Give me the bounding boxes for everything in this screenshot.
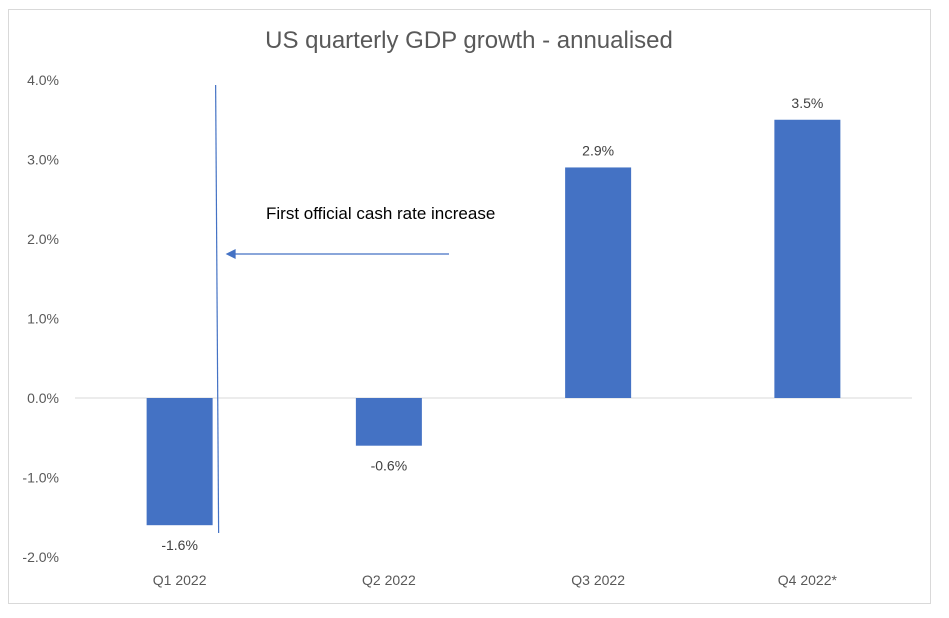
bar bbox=[565, 167, 632, 398]
x-tick-label: Q3 2022 bbox=[571, 572, 625, 588]
annotation-arrow-head bbox=[225, 249, 236, 259]
y-tick-label: 4.0% bbox=[27, 72, 59, 88]
x-axis: Q1 2022 Q2 2022 Q3 2022 Q4 2022* bbox=[153, 572, 838, 588]
y-tick-label: -1.0% bbox=[22, 470, 59, 486]
y-tick-label: 1.0% bbox=[27, 311, 59, 327]
data-label: 2.9% bbox=[582, 142, 614, 158]
y-tick-label: -2.0% bbox=[22, 549, 59, 565]
bar-series bbox=[146, 119, 841, 526]
y-tick-label: 2.0% bbox=[27, 231, 59, 247]
data-label: -0.6% bbox=[371, 458, 408, 474]
y-tick-label: 0.0% bbox=[27, 390, 59, 406]
chart-title: US quarterly GDP growth - annualised bbox=[265, 27, 673, 54]
x-tick-label: Q4 2022* bbox=[778, 572, 838, 588]
bar bbox=[355, 398, 422, 446]
x-tick-label: Q1 2022 bbox=[153, 572, 207, 588]
rate-increase-marker-line bbox=[215, 84, 220, 534]
y-axis: 4.0% 3.0% 2.0% 1.0% 0.0% -1.0% -2.0% bbox=[22, 72, 59, 565]
data-label: 3.5% bbox=[791, 95, 823, 111]
y-tick-label: 3.0% bbox=[27, 152, 59, 168]
data-label: -1.6% bbox=[161, 537, 198, 553]
annotation: First official cash rate increase bbox=[215, 84, 495, 534]
x-tick-label: Q2 2022 bbox=[362, 572, 416, 588]
annotation-label: First official cash rate increase bbox=[266, 204, 495, 223]
bar bbox=[774, 119, 841, 398]
bar bbox=[146, 398, 213, 526]
data-labels: -1.6% -0.6% 2.9% 3.5% bbox=[161, 95, 823, 553]
